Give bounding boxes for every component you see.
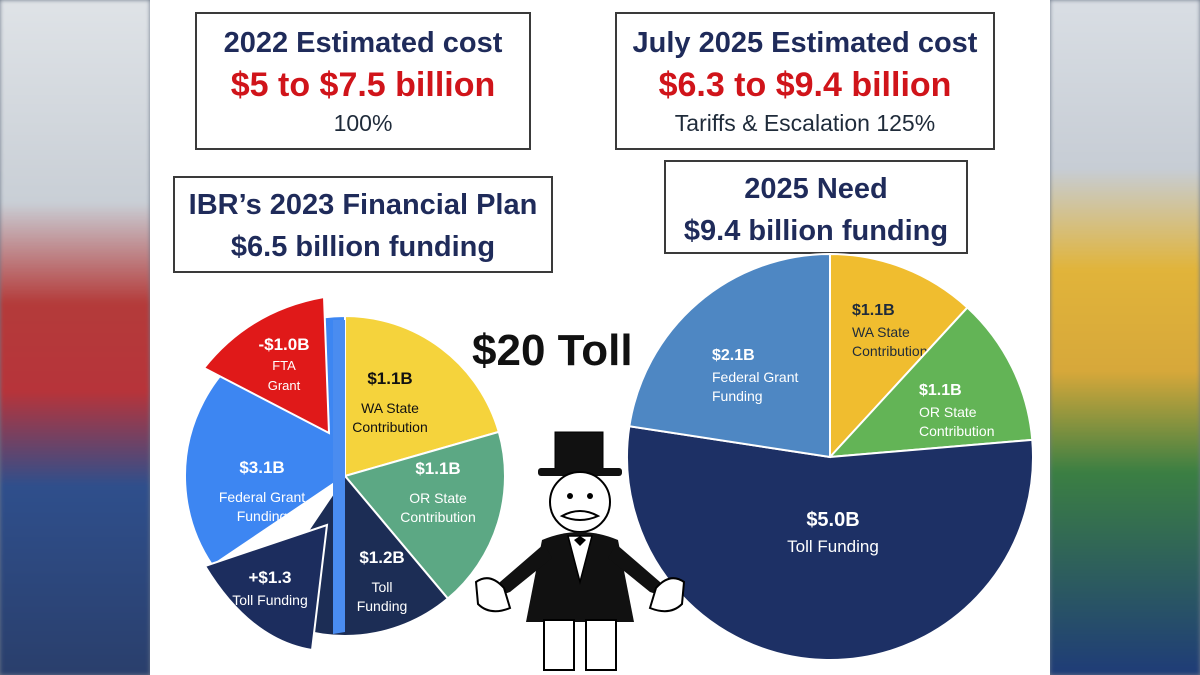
pie1-exploded-fta-name: Grant (268, 378, 301, 393)
pie1-thin-slice (333, 320, 345, 634)
pie1-slice-label-name: WA State (361, 400, 419, 416)
cost-2025-box: July 2025 Estimated cost $6.3 to $9.4 bi… (615, 12, 995, 150)
need-2025-title: 2025 Need (744, 173, 888, 205)
financial-plan-title: IBR’s 2023 Financial Plan (188, 189, 538, 221)
need-2025-box: 2025 Need $9.4 billion funding (664, 160, 968, 254)
pie2-slice-label-value: $1.1B (852, 302, 895, 319)
pie1-slice (343, 430, 506, 600)
pie2-slice-label-name: Contribution (919, 423, 995, 439)
pie1-slice-label-name: Funding (357, 598, 408, 614)
pie2-slice-label-name: WA State (852, 324, 910, 340)
pie1-exploded-toll-name: Toll Funding (232, 592, 308, 608)
cost-2022-note: 100% (333, 110, 393, 136)
left-blurred-flag (0, 0, 150, 675)
pie2-slice-label-name: Contribution (852, 343, 928, 359)
pie1-exploded-fta-value: -$1.0B (258, 335, 309, 354)
cost-2022-box: 2022 Estimated cost $5 to $7.5 billion 1… (195, 12, 531, 150)
pie2-slice-label-value: $1.1B (919, 382, 962, 399)
pie2-slice-label-value: $5.0B (806, 509, 859, 531)
pie2-slice-label-value: $2.1B (712, 347, 755, 364)
cost-2025-note: Tariffs & Escalation 125% (674, 110, 936, 136)
cost-2025-title: July 2025 Estimated cost (632, 27, 978, 59)
financial-plan-box: IBR’s 2023 Financial Plan $6.5 billion f… (173, 176, 553, 273)
right-blurred-flag (1050, 0, 1200, 675)
cost-2022-range: $5 to $7.5 billion (230, 66, 496, 104)
pie2-slice-label-name: Federal Grant (712, 369, 798, 385)
pie1-slice-label-name: Contribution (400, 509, 476, 525)
pie1-exploded-fta-slice (202, 295, 331, 435)
pie-2023-plan: $1.1B WA State Contribution $1.1B OR State Co… (184, 295, 506, 652)
pie2-slice (626, 425, 1034, 661)
pie2-slice-label-name: OR State (919, 404, 977, 420)
cost-2022-title: 2022 Estimated cost (223, 27, 503, 59)
pie1-slice-label-value: $3.1B (239, 458, 284, 477)
pie1-slice-label-name: Contribution (352, 419, 428, 435)
pie1-exploded-toll-slice (203, 523, 329, 652)
pie2-slice-label-name: Toll Funding (787, 537, 879, 556)
financial-plan-subtitle: $6.5 billion funding (230, 231, 496, 263)
pie2-slice (829, 252, 969, 460)
toll-title: $20 Toll (472, 326, 633, 375)
pie1-slice-label-value: $1.2B (359, 548, 404, 567)
pie2-slice (827, 306, 1034, 459)
pie1-slice-label-name: Funding (237, 508, 288, 524)
cost-2025-range: $6.3 to $9.4 billion (658, 66, 952, 104)
pie1-slice-label-value: $1.1B (415, 459, 460, 478)
pie-2025-need: $1.1B WA State Contribution $1.1B OR State Co… (626, 252, 1034, 661)
pie2-slice (628, 252, 831, 459)
pie2-slice-label-name: Funding (712, 388, 763, 404)
need-2025-subtitle: $9.4 billion funding (683, 215, 949, 247)
pie1-exploded-fta-name: FTA (272, 358, 296, 373)
tycoon-figure-icon (474, 431, 686, 671)
pie1-slice-label-name: OR State (409, 490, 467, 506)
pie1-slice-label-name: Federal Grant (219, 489, 305, 505)
pie1-slice-label-value: $1.1B (367, 369, 412, 388)
pie1-exploded-toll-value: +$1.3 (248, 568, 291, 587)
pie1-slice (344, 314, 501, 478)
pie1-slice-label-name: Toll (371, 579, 392, 595)
